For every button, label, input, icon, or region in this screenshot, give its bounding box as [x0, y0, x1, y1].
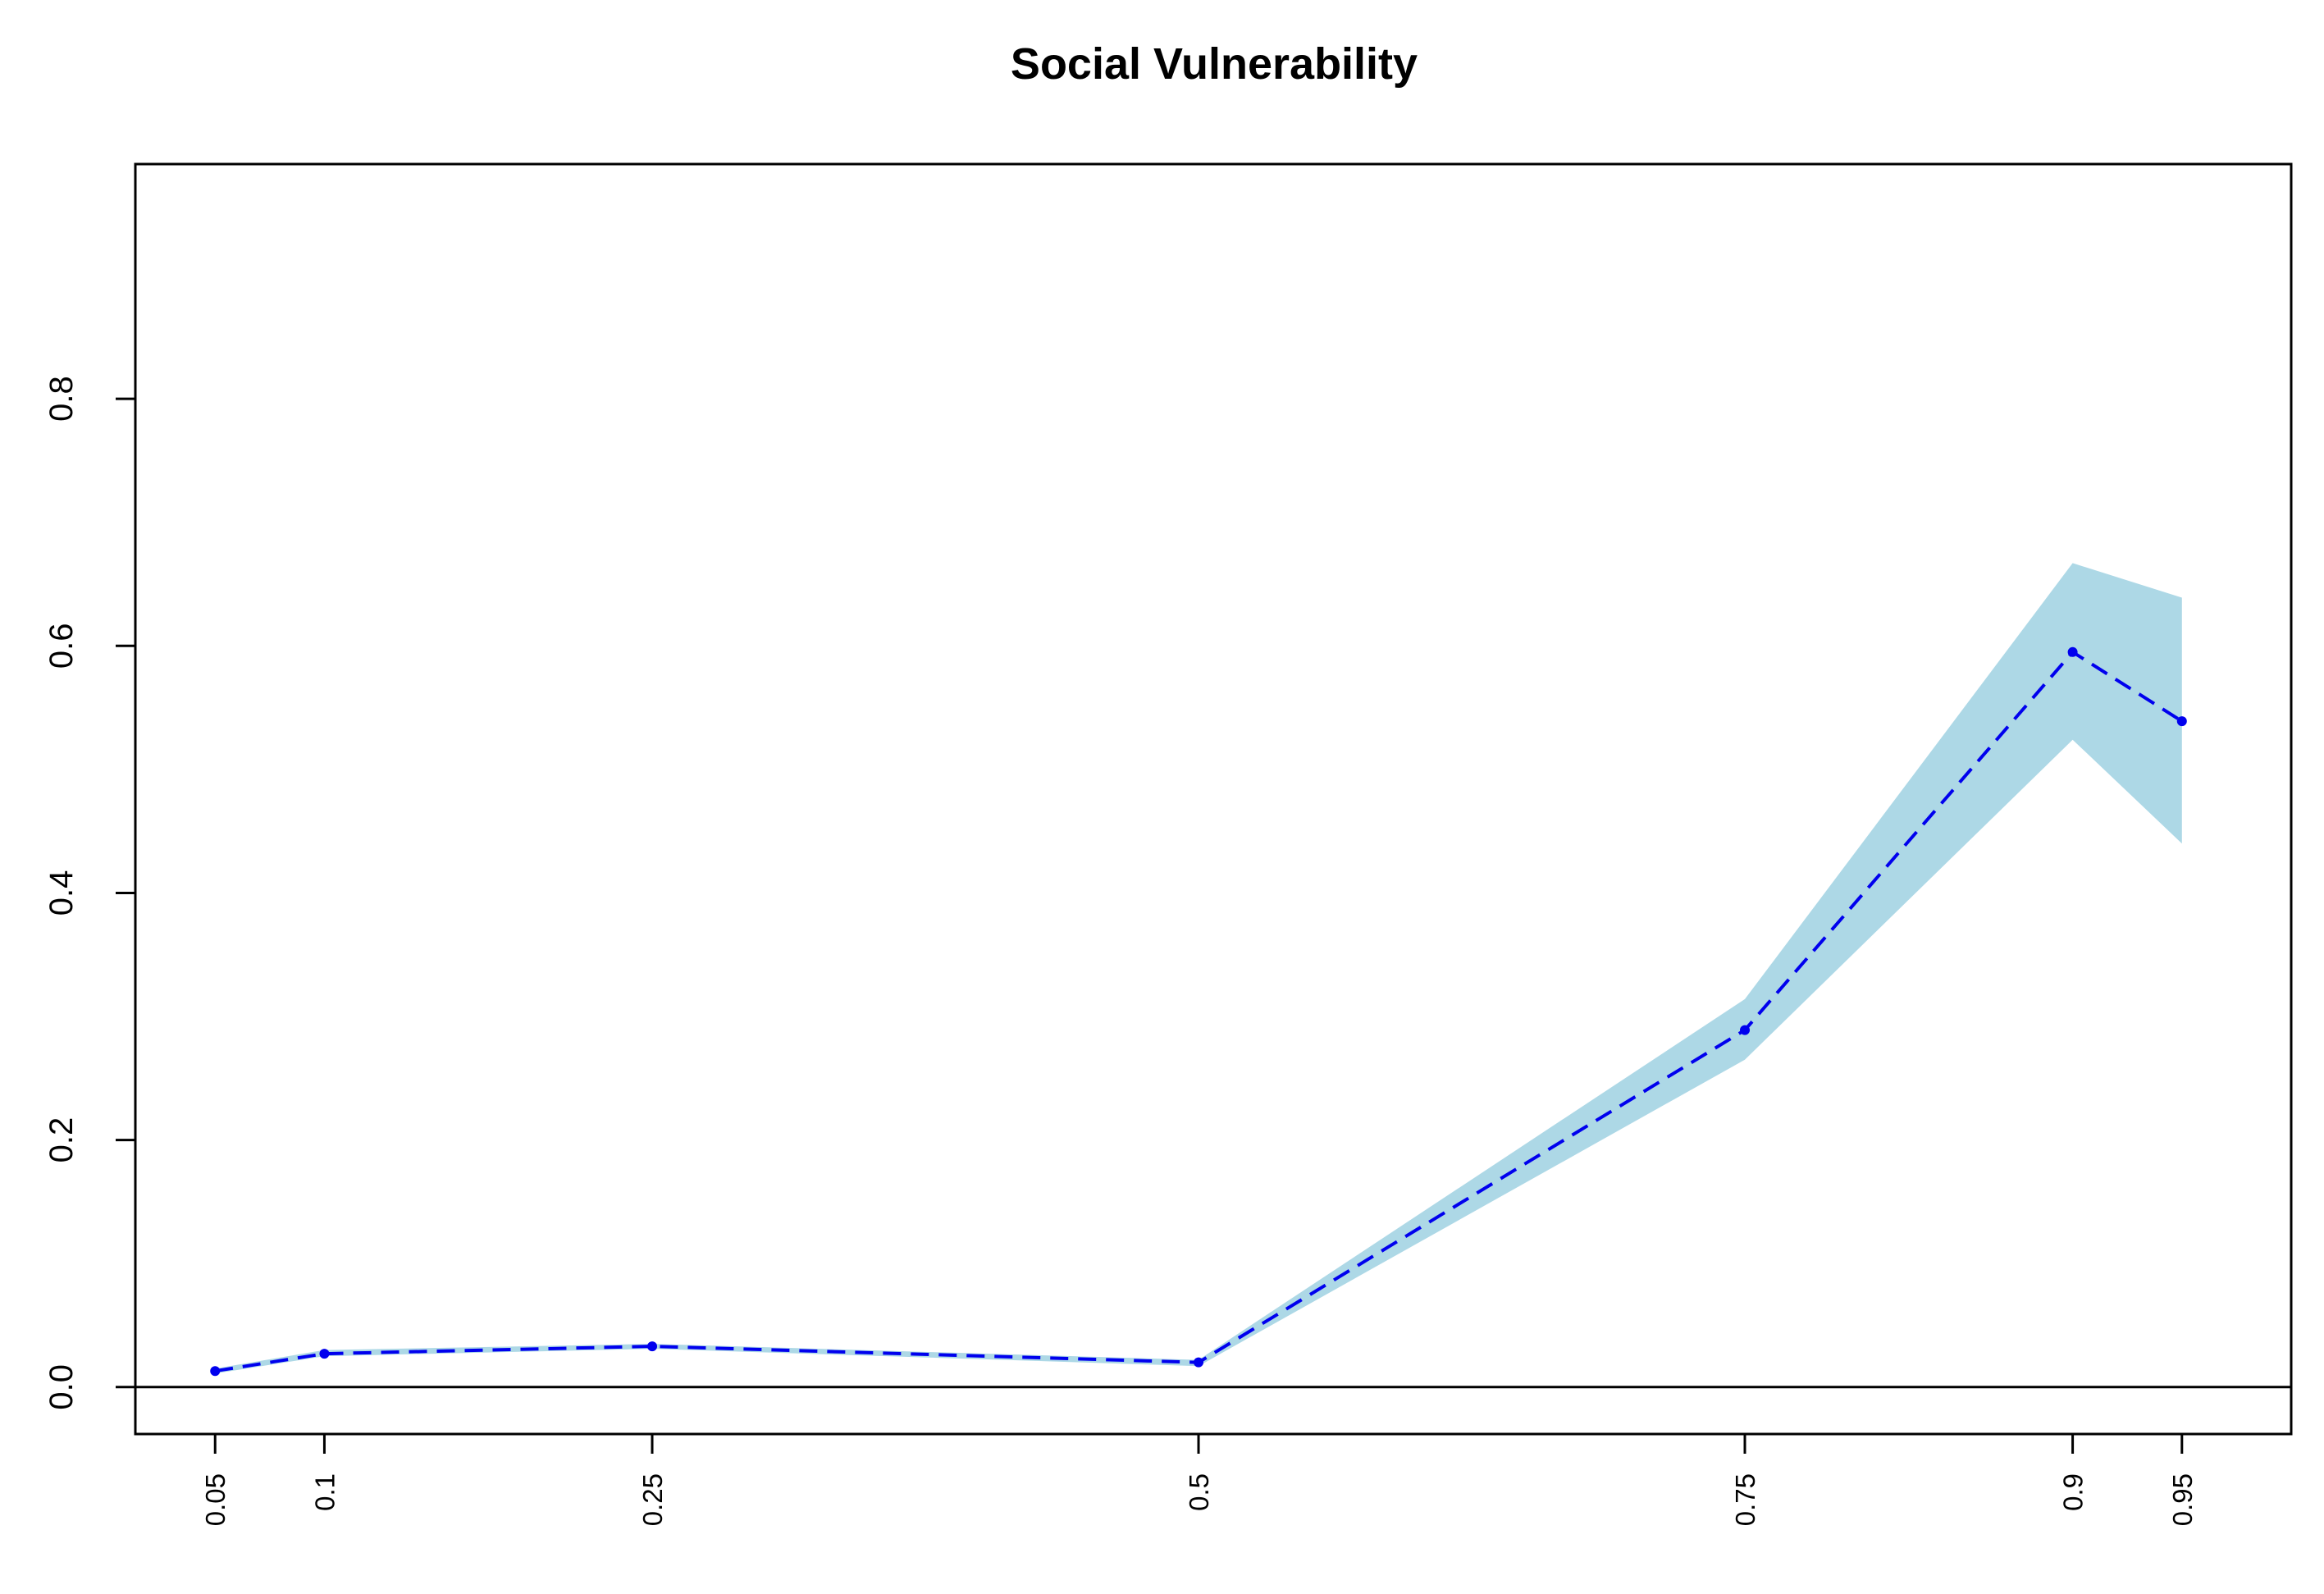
series-line	[214, 650, 2183, 1373]
x-tick-label: 0.95	[2167, 1473, 2198, 1526]
x-tick-label: 0.25	[637, 1473, 668, 1526]
y-tick-label: 0.6	[43, 623, 80, 669]
y-tick-label: 0.2	[43, 1117, 80, 1163]
y-tick-label: 0.0	[43, 1364, 80, 1410]
data-point	[2176, 716, 2187, 727]
chart-title: Social Vulnerability	[1011, 39, 1418, 89]
x-tick-label: 0.1	[309, 1473, 340, 1511]
data-point	[1194, 1357, 1204, 1368]
plot-frame	[134, 162, 2293, 1436]
y-tick-label: 0.4	[43, 870, 80, 916]
series-layer	[210, 646, 2187, 1377]
data-point	[647, 1341, 658, 1352]
data-point	[1740, 1025, 1751, 1035]
x-tick-label: 0.5	[1184, 1473, 1214, 1511]
x-tick-label: 0.9	[2058, 1473, 2089, 1511]
data-point	[319, 1349, 330, 1359]
data-point	[210, 1366, 221, 1377]
confidence-band	[215, 563, 2182, 1374]
axes-layer: 0.0 0.2 0.4 0.6 0.8 0.05 0.1 0.25 0.5 0.75 0.9 0.95	[43, 162, 2293, 1526]
confidence-band-layer	[215, 563, 2182, 1374]
data-point	[2067, 646, 2078, 657]
x-tick-label: 0.05	[200, 1473, 231, 1526]
y-tick-label: 0.8	[43, 376, 80, 422]
x-tick-label: 0.75	[1730, 1473, 1760, 1526]
